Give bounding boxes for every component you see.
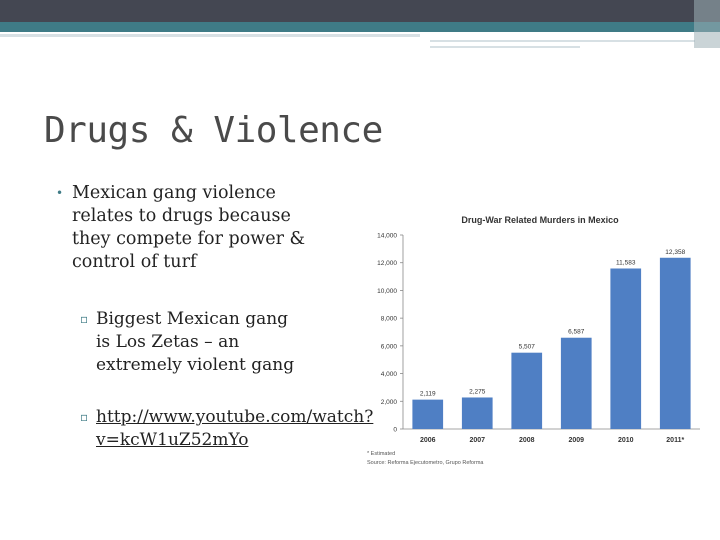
slide-title: Drugs & Violence (44, 110, 383, 151)
y-tick-label: 10,000 (377, 288, 397, 295)
y-tick-label: 4,000 (381, 371, 398, 378)
top-banner-teal (0, 22, 720, 32)
youtube-link[interactable]: http://www.youtube.com/watch?v=kcW1uZ52m… (96, 407, 374, 450)
corner-accent (694, 0, 720, 48)
data-label: 11,583 (616, 259, 636, 266)
y-tick-label: 0 (393, 427, 397, 434)
y-tick-label: 14,000 (377, 233, 397, 240)
chart-note-source: Source: Reforma Ejecutometro, Grupo Refo… (367, 460, 484, 466)
sub-bullet-gang: ▫ Biggest Mexican gang is Los Zetas – an… (80, 308, 305, 377)
main-bullet: • Mexican gang violence relates to drugs… (56, 182, 306, 274)
x-tick-label: 2006 (420, 437, 436, 444)
x-tick-label: 2010 (618, 437, 634, 444)
y-tick-label: 6,000 (381, 343, 398, 350)
data-label: 2,275 (469, 388, 486, 395)
bar (560, 337, 592, 429)
x-tick-label: 2011* (666, 437, 684, 444)
y-tick-label: 2,000 (381, 399, 398, 406)
bar (461, 397, 493, 429)
bar (610, 268, 642, 429)
bar (659, 257, 691, 429)
data-label: 5,507 (519, 344, 536, 351)
accent-line (430, 40, 695, 42)
data-label: 2,119 (420, 391, 436, 398)
x-tick-label: 2009 (568, 437, 584, 444)
square-bullet-icon: ▫ (80, 410, 89, 424)
square-bullet-icon: ▫ (80, 312, 89, 326)
chart-note-estimated: * Estimated (367, 451, 395, 457)
y-tick-label: 12,000 (377, 260, 397, 267)
bullet-dot-icon: • (56, 186, 64, 200)
x-tick-label: 2007 (469, 437, 485, 444)
x-tick-label: 2008 (519, 437, 535, 444)
accent-line (0, 34, 420, 37)
y-tick-label: 8,000 (381, 316, 398, 323)
top-banner-dark (0, 0, 720, 22)
sub-bullet-text: Biggest Mexican gang is Los Zetas – an e… (96, 309, 295, 375)
chart-title: Drug-War Related Murders in Mexico (461, 215, 619, 225)
sub-bullet-link[interactable]: ▫ http://www.youtube.com/watch?v=kcW1uZ5… (80, 406, 374, 452)
accent-line (430, 46, 580, 48)
bar (412, 399, 444, 429)
bar (511, 352, 543, 429)
main-bullet-text: Mexican gang violence relates to drugs b… (72, 183, 306, 272)
data-label: 6,587 (568, 329, 585, 336)
murders-bar-chart: Drug-War Related Murders in Mexico 0 2,00… (367, 215, 700, 466)
data-label: 12,358 (665, 249, 685, 256)
